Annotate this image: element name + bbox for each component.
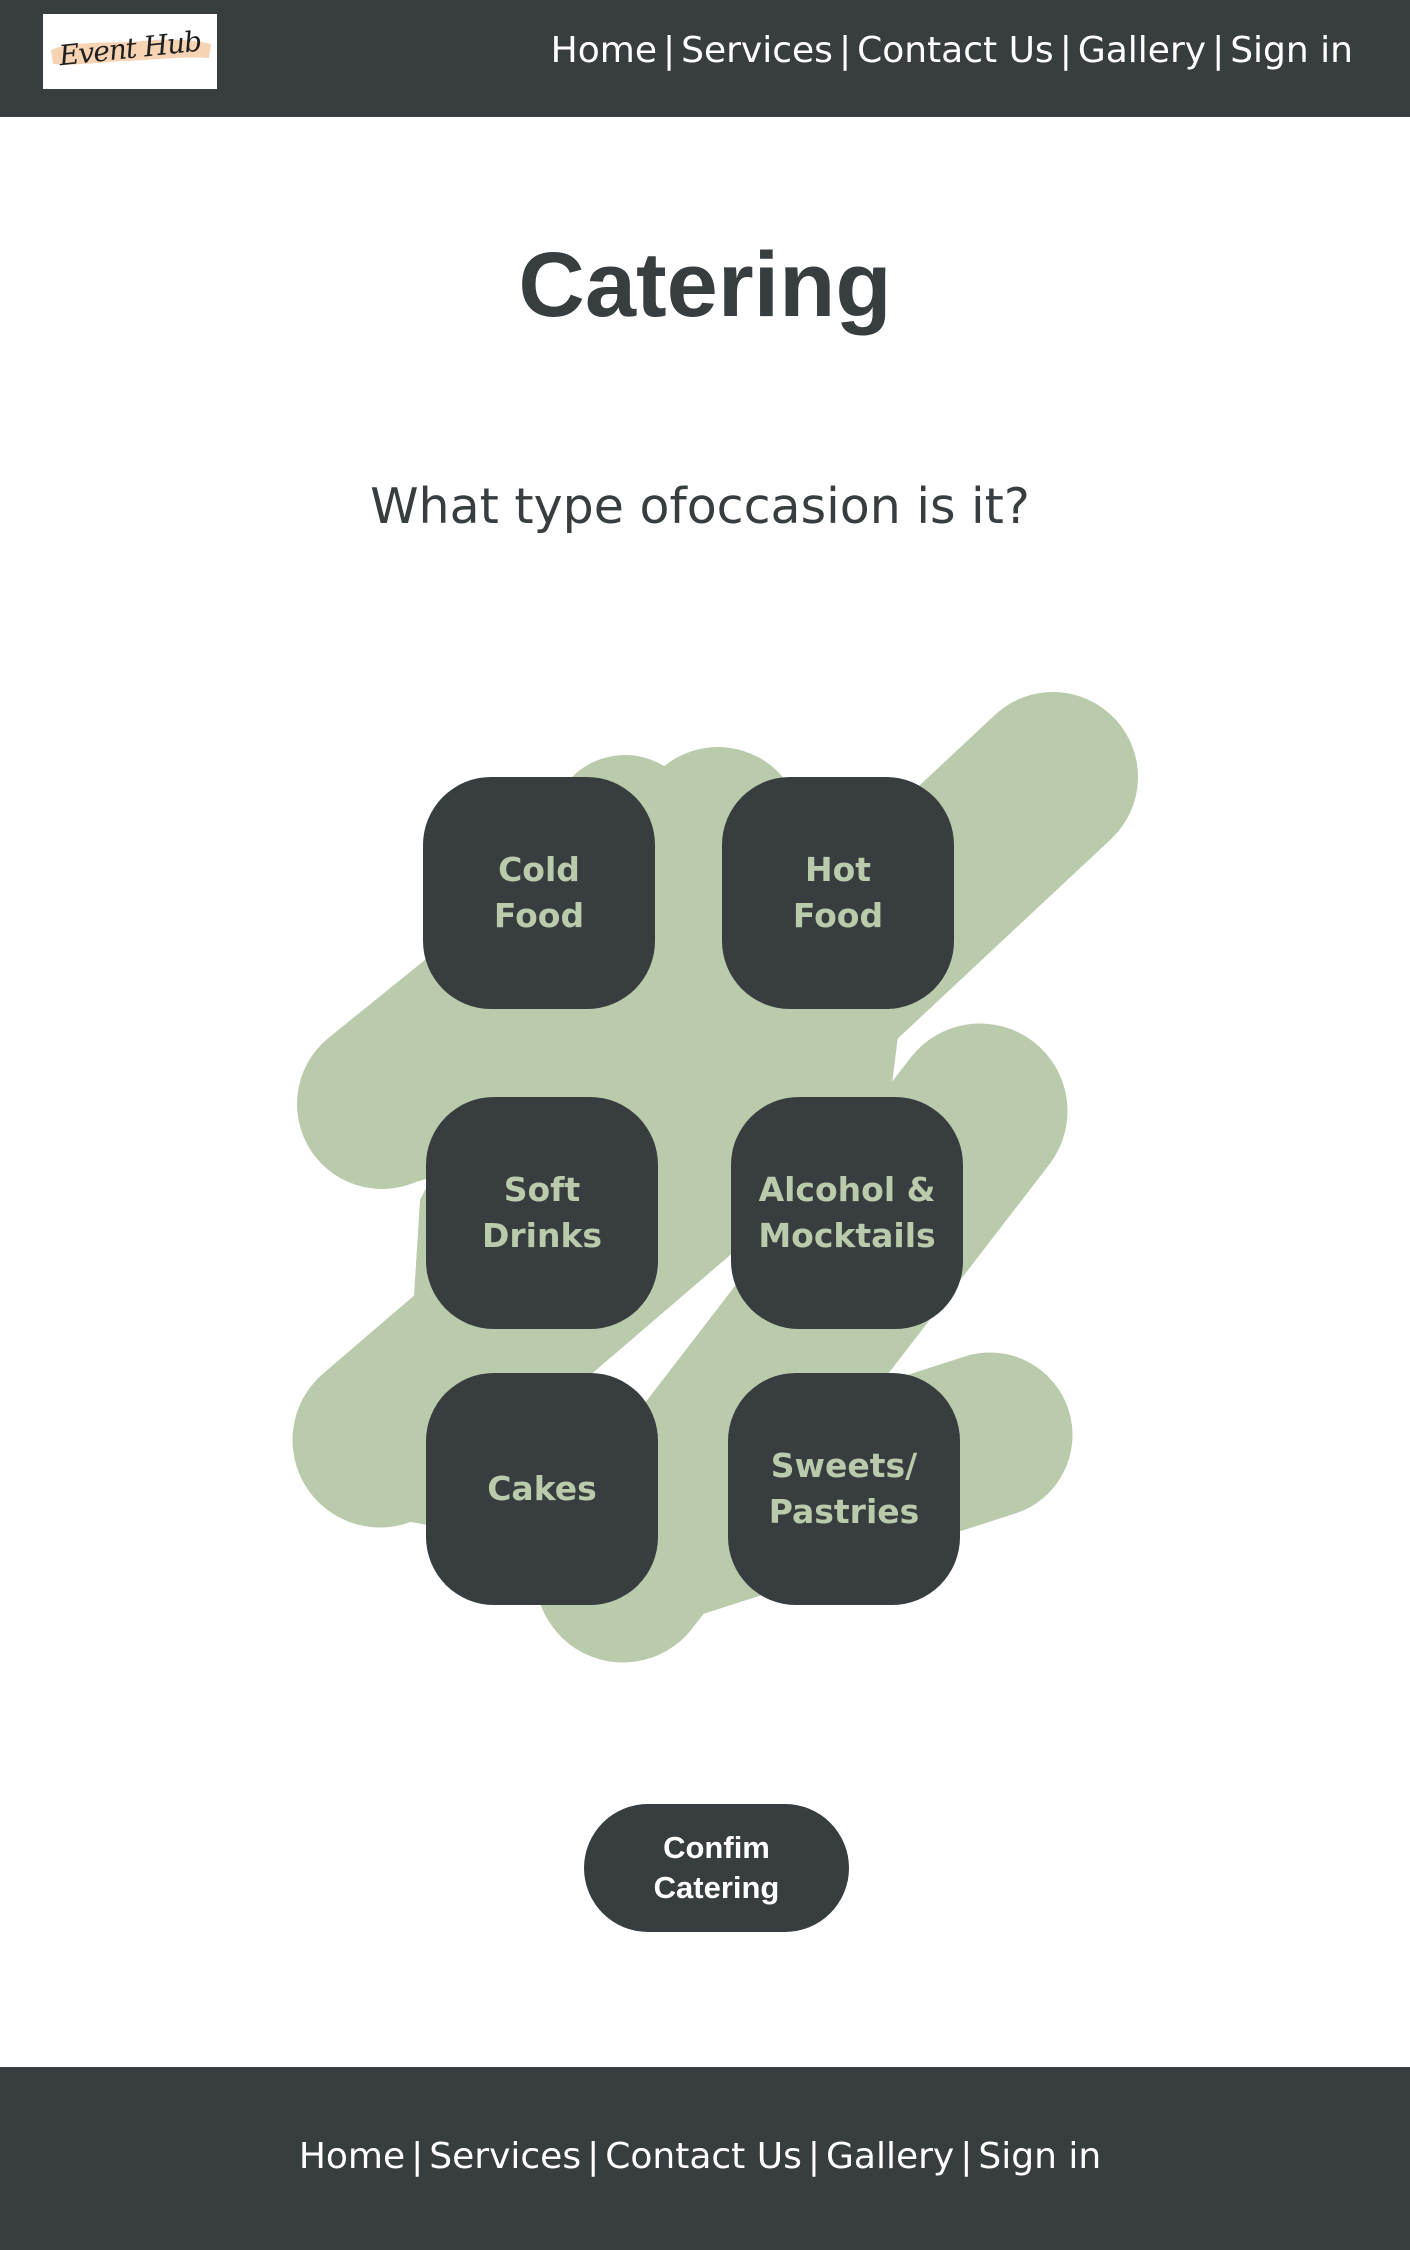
footer-signin-link[interactable]: Sign in — [978, 2136, 1102, 2177]
site-header: Event Hub Home | Services | Contact Us | Galle… — [0, 0, 1410, 117]
option-alcohol-mocktails-label: Alcohol & Mocktails — [758, 1170, 936, 1255]
nav-services-link[interactable]: Services — [681, 30, 833, 71]
decorative-blob — [292, 692, 1138, 1663]
nav-separator: | — [1212, 30, 1225, 71]
footer-nav: Home | Services | Contact Us | Gallery | Sign in — [0, 2132, 1400, 2182]
footer-separator: | — [960, 2136, 973, 2177]
footer-services-link[interactable]: Services — [429, 2136, 582, 2177]
header-nav: Home | Services | Contact Us | Gallery | Sign in — [551, 26, 1353, 76]
footer-home-link[interactable]: Home — [298, 2136, 406, 2177]
option-cakes[interactable]: Cakes — [426, 1373, 658, 1605]
option-hot-food[interactable]: Hot Food — [722, 777, 954, 1009]
nav-home-link[interactable]: Home — [550, 30, 657, 71]
event-hub-logo[interactable]: Event Hub — [43, 14, 217, 89]
option-hot-food-label: Hot Food — [792, 850, 884, 935]
option-soft-drinks-label: Soft Drinks — [481, 1170, 603, 1255]
brush-stroke-icon — [51, 39, 211, 65]
site-footer: Home | Services | Contact Us | Gallery | Sign in — [0, 2067, 1410, 2250]
option-soft-drinks[interactable]: Soft Drinks — [426, 1097, 658, 1329]
occasion-question: What type ofoccasion is it? — [370, 478, 1030, 535]
footer-separator: | — [587, 2136, 600, 2177]
page-title: Catering — [518, 234, 892, 336]
confirm-catering-button[interactable]: Confim Catering — [584, 1804, 849, 1932]
nav-signin-link[interactable]: Sign in — [1230, 30, 1353, 71]
option-cakes-label: Cakes — [487, 1469, 597, 1508]
nav-separator: | — [1059, 30, 1072, 71]
nav-gallery-link[interactable]: Gallery — [1077, 30, 1207, 71]
option-cold-food[interactable]: Cold Food — [423, 777, 655, 1009]
footer-separator: | — [411, 2136, 424, 2177]
footer-separator: | — [807, 2136, 820, 2177]
footer-contact-link[interactable]: Contact Us — [605, 2136, 802, 2177]
option-alcohol-mocktails[interactable]: Alcohol & Mocktails — [731, 1097, 963, 1329]
nav-separator: | — [662, 30, 676, 71]
option-sweets-pastries-label: Sweets/ Pastries — [768, 1446, 920, 1531]
option-cold-food-label: Cold Food — [493, 850, 585, 935]
nav-separator: | — [838, 30, 852, 71]
footer-gallery-link[interactable]: Gallery — [826, 2136, 955, 2177]
nav-contact-link[interactable]: Contact Us — [857, 30, 1054, 71]
confirm-catering-label: Confim Catering — [653, 1830, 780, 1905]
option-sweets-pastries[interactable]: Sweets/ Pastries — [728, 1373, 960, 1605]
